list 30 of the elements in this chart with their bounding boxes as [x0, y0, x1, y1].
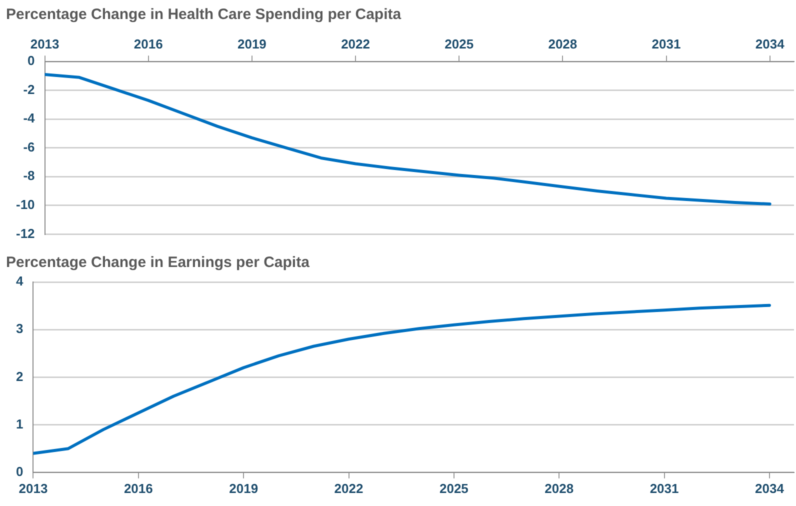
chart-title: Percentage Change in Health Care Spending per Capita	[6, 6, 402, 24]
x-tick-label: 2013	[30, 36, 60, 52]
y-tick-label: 3	[16, 321, 24, 336]
x-tick-label: 2022	[334, 480, 364, 496]
y-tick-label: -4	[23, 110, 36, 126]
x-tick-label: 2031	[650, 480, 679, 496]
x-tick-label: 2013	[18, 480, 48, 496]
x-tick-label: 2028	[548, 36, 578, 52]
y-tick-label: 0	[16, 464, 24, 479]
x-tick-label: 2022	[341, 36, 370, 52]
x-tick-label: 2019	[229, 480, 258, 496]
x-tick-label: 2019	[237, 36, 266, 52]
y-tick-label: -12	[16, 226, 35, 241]
x-tick-label: 2034	[755, 36, 786, 52]
y-tick-label: 4	[16, 274, 24, 289]
y-tick-label: -6	[23, 139, 35, 154]
chart-title: Percentage Change in Earnings per Capita	[6, 254, 310, 272]
y-tick-label: -10	[16, 197, 35, 212]
x-tick-label: 2025	[444, 36, 474, 52]
y-tick-label: 2	[16, 368, 24, 384]
x-tick-label: 2031	[652, 36, 681, 52]
x-tick-label: 2016	[124, 480, 153, 496]
x-tick-label: 2034	[755, 480, 785, 496]
y-tick-label: 0	[28, 53, 35, 68]
y-tick-label: -8	[23, 168, 35, 184]
x-tick-label: 2028	[544, 480, 574, 496]
y-tick-label: -2	[23, 82, 35, 97]
x-tick-label: 2025	[439, 480, 468, 496]
y-tick-label: 1	[16, 416, 24, 432]
x-tick-label: 2016	[134, 36, 163, 52]
